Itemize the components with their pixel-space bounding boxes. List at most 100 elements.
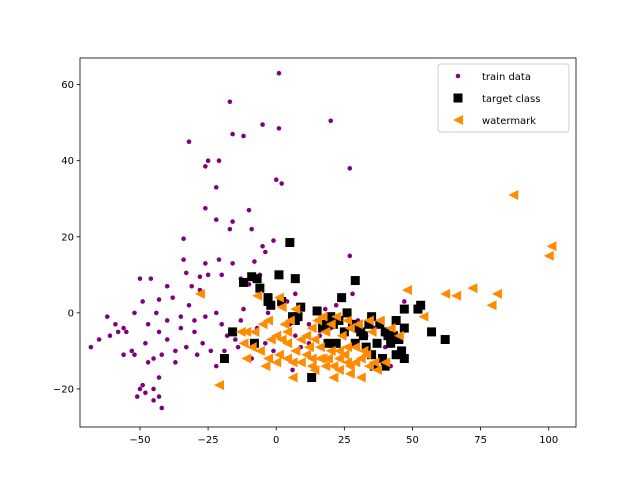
train-data-point <box>186 302 192 308</box>
train-data-point <box>104 314 110 319</box>
watermark-point <box>295 334 306 345</box>
train-data-point <box>402 299 407 304</box>
target-class-point <box>293 312 303 322</box>
watermark-point <box>323 353 333 364</box>
target-class-point <box>323 338 333 348</box>
target-class-point <box>285 238 295 247</box>
train-data-point <box>230 131 235 137</box>
watermark-point <box>309 334 320 345</box>
train-data-point <box>203 205 208 211</box>
train-data-point <box>151 386 156 392</box>
train-data-point <box>183 270 189 276</box>
watermark-point <box>317 311 328 322</box>
train-data-point <box>233 337 238 342</box>
train-data-point <box>350 291 355 297</box>
legend-marker <box>453 115 463 125</box>
x-tick-label: 25 <box>338 435 351 446</box>
watermark-point <box>325 345 336 356</box>
train-data-point <box>173 360 178 365</box>
y-tick-label: 20 <box>61 232 74 243</box>
watermark-point <box>254 345 265 356</box>
target-class-point <box>255 283 265 293</box>
train-data-point <box>328 118 334 124</box>
train-data-point <box>230 261 235 266</box>
target-class-point <box>263 293 273 303</box>
target-class-point <box>388 331 398 341</box>
watermark-point <box>279 319 290 330</box>
train-data-point <box>156 297 162 302</box>
x-tick-label: −25 <box>198 435 219 446</box>
train-data-point <box>273 177 279 183</box>
train-data-point <box>143 341 148 346</box>
train-data-point <box>129 348 135 354</box>
target-class-point <box>391 350 401 360</box>
train-data-point <box>107 333 113 339</box>
watermark-point <box>282 326 293 337</box>
train-data-point <box>292 291 298 297</box>
watermark-point <box>249 326 260 337</box>
x-tick-label: 0 <box>273 435 279 446</box>
train-data-point <box>140 299 145 304</box>
watermark-point <box>339 349 350 360</box>
train-data-point <box>164 283 170 289</box>
plot-frame <box>79 57 577 428</box>
target-class-point <box>342 308 352 318</box>
legend-label: train data <box>482 72 531 83</box>
train-data-point <box>260 122 265 127</box>
train-data-point <box>132 352 137 358</box>
train-data-point <box>205 272 211 278</box>
train-data-point <box>347 253 353 259</box>
watermark-point <box>320 326 331 337</box>
train-data-point <box>173 348 178 354</box>
watermark-point <box>336 330 347 341</box>
train-data-point <box>137 386 143 392</box>
watermark-point <box>358 345 369 356</box>
target-class-point <box>416 300 426 310</box>
watermark-point <box>314 342 325 353</box>
watermark-point <box>355 372 366 383</box>
train-data-point <box>252 259 257 264</box>
x-tick-label: 75 <box>474 435 487 446</box>
train-data-point <box>216 158 222 164</box>
train-data-point <box>203 314 208 319</box>
y-axis: −20 0 20 40 60 <box>53 80 80 395</box>
watermark-point <box>393 330 404 341</box>
legend-label: watermark <box>482 116 536 127</box>
watermark-point <box>260 361 271 372</box>
target-class-point <box>397 346 407 356</box>
train-data-point <box>208 348 214 354</box>
train-data-point <box>156 375 162 380</box>
train-data-point <box>333 302 339 308</box>
y-tick-label: 60 <box>61 80 74 91</box>
train-data-point <box>164 318 170 323</box>
train-data-point <box>230 219 235 224</box>
train-data-point <box>263 341 268 346</box>
watermark-point <box>344 323 355 334</box>
watermark-point <box>309 364 320 375</box>
watermark-point <box>350 342 361 353</box>
watermark-point <box>344 361 355 372</box>
watermark-point <box>355 353 366 364</box>
watermark-point <box>306 353 317 364</box>
watermark-point <box>282 353 293 364</box>
train-data-point <box>219 272 225 278</box>
watermark-point <box>333 353 344 364</box>
target-class-point <box>350 276 360 286</box>
train-data-point <box>181 257 186 262</box>
train-data-point <box>96 337 102 342</box>
train-data-point <box>183 344 189 350</box>
legend-marker <box>455 73 461 79</box>
train-data-point <box>213 363 219 369</box>
train-data-point <box>156 329 162 335</box>
target-class-point <box>318 323 328 333</box>
watermark-point <box>328 361 339 372</box>
watermark-point <box>263 353 274 364</box>
target-class-point <box>312 306 322 316</box>
watermark-point <box>276 334 287 345</box>
watermark-point <box>265 334 276 345</box>
target-class-point <box>296 302 306 312</box>
watermark-point <box>320 361 331 372</box>
watermark-point <box>284 315 295 326</box>
train-data-point <box>124 329 129 335</box>
target-class-point <box>369 361 379 371</box>
